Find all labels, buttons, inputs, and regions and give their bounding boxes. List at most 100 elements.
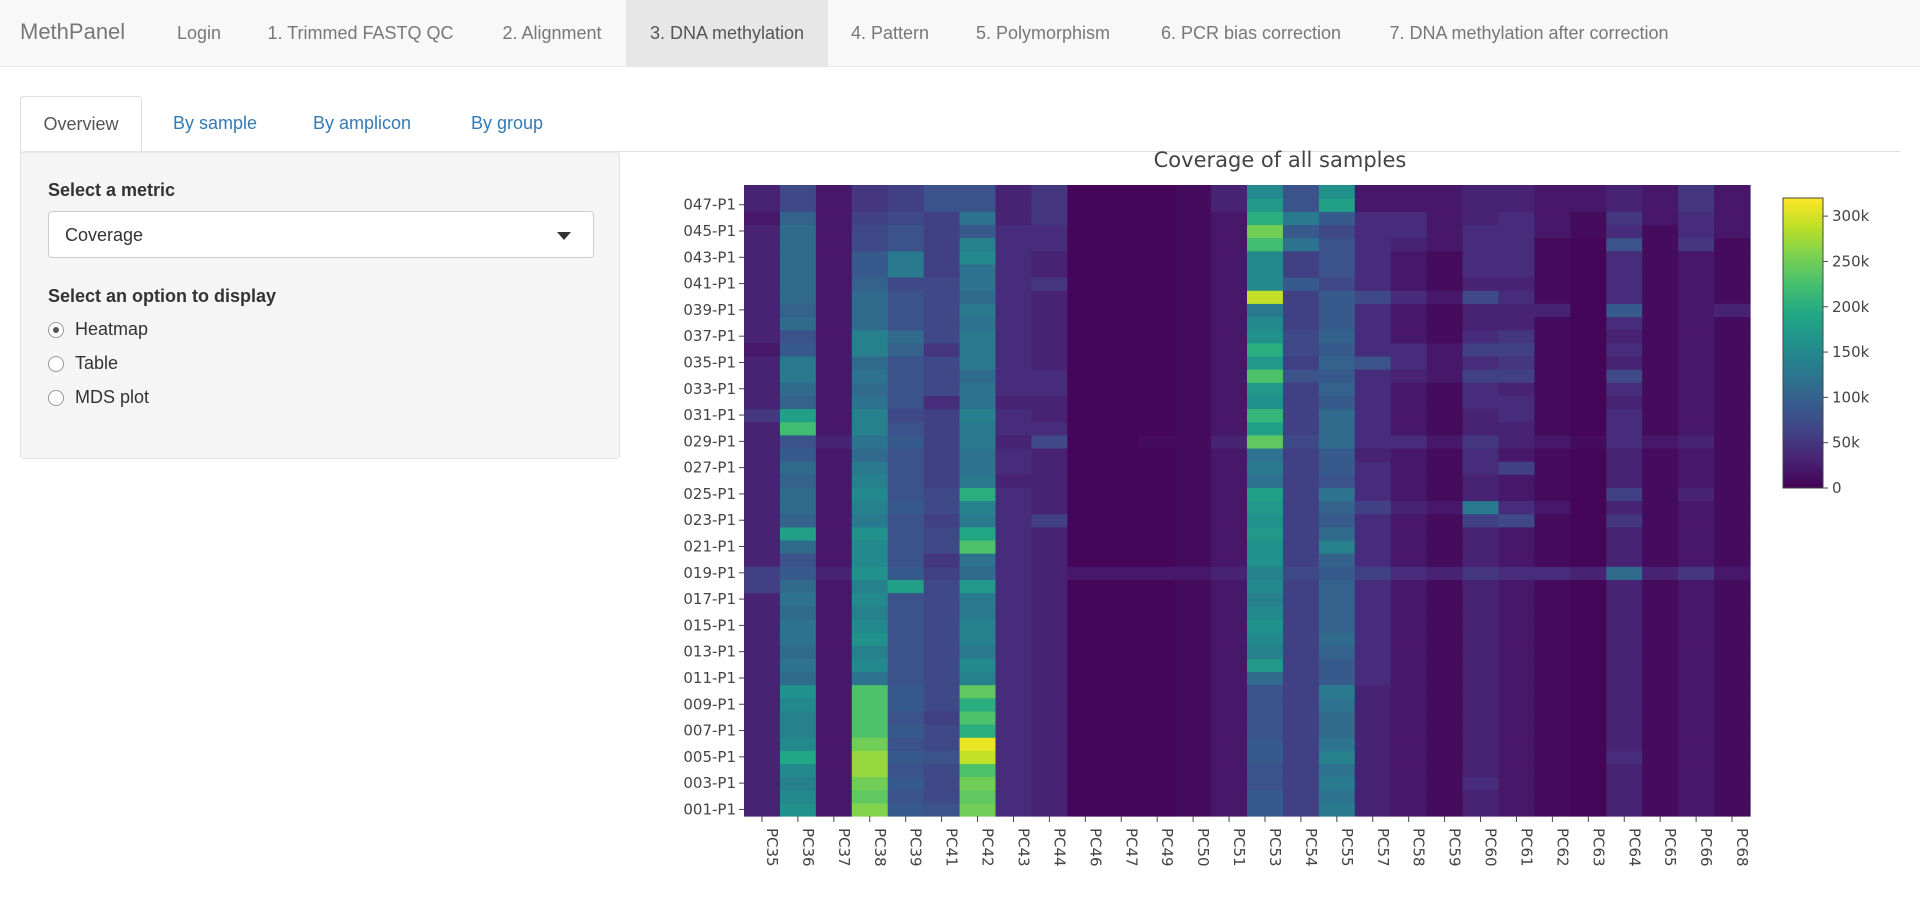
heatmap-cell <box>1606 553 1643 567</box>
heatmap-cell <box>851 605 889 620</box>
heatmap-cell <box>1031 277 1068 291</box>
tab-by-group[interactable]: By group <box>470 113 544 133</box>
heatmap-cell <box>1103 763 1140 778</box>
heatmap-cell <box>1139 408 1176 423</box>
heatmap-cell <box>1426 737 1464 751</box>
heatmap-cell <box>995 776 1033 791</box>
radio-heatmap[interactable] <box>48 322 64 338</box>
nav-pattern[interactable]: 4. Pattern <box>850 23 930 43</box>
metric-select[interactable]: Coverage <box>48 211 594 258</box>
coverage-heatmap[interactable]: Coverage of all samples 001-P1 003-P1 005-… <box>640 140 1910 885</box>
heatmap-cell <box>815 658 853 672</box>
heatmap-cell <box>1714 539 1751 554</box>
radio-table[interactable] <box>48 356 64 372</box>
heatmap-cell <box>923 723 961 738</box>
heatmap-cell <box>815 408 853 423</box>
metric-select-value: Coverage <box>65 225 144 245</box>
heatmap-cell <box>744 198 781 212</box>
heatmap-cell <box>1570 645 1607 659</box>
nav-trimmed-fastq-qc[interactable]: 1. Trimmed FASTQ QC <box>267 23 454 43</box>
heatmap-cell <box>1175 526 1212 541</box>
tab-by-amplicon[interactable]: By amplicon <box>312 113 412 133</box>
tab-by-sample[interactable]: By sample <box>172 113 258 133</box>
nav-login[interactable]: Login <box>176 23 222 43</box>
heatmap-cell <box>1318 579 1356 594</box>
heatmap-cell <box>887 185 925 199</box>
heatmap-cell <box>1534 513 1571 528</box>
heatmap-cell <box>1282 355 1320 370</box>
heatmap-cell <box>995 737 1033 751</box>
heatmap-cell <box>779 277 817 291</box>
heatmap-cell <box>1642 329 1679 344</box>
heatmap-cell <box>1534 250 1571 265</box>
heatmap-cell <box>1175 395 1212 410</box>
heatmap-cell <box>1031 369 1068 383</box>
heatmap-cell <box>959 408 997 423</box>
heatmap-cell <box>1498 316 1536 331</box>
nav-dna-methylation[interactable]: 3. DNA methylation <box>626 0 828 66</box>
heatmap-cell <box>1067 461 1104 475</box>
heatmap-cell <box>1462 671 1500 686</box>
heatmap-cell <box>1139 539 1176 554</box>
heatmap-cell <box>1031 684 1068 699</box>
heatmap-cell <box>1247 553 1284 567</box>
brand-logo[interactable]: MethPanel <box>20 19 126 44</box>
nav-polymorphism[interactable]: 5. Polymorphism <box>975 23 1111 43</box>
heatmap-cell <box>779 408 817 423</box>
heatmap-cell <box>1282 684 1320 699</box>
heatmap-cell <box>1139 290 1176 304</box>
nav-alignment[interactable]: 2. Alignment <box>502 23 602 43</box>
heatmap-cell <box>1211 237 1248 252</box>
heatmap-cell <box>1606 645 1643 659</box>
heatmap-cell <box>887 539 925 554</box>
heatmap-cell <box>851 474 889 488</box>
heatmap-cell <box>887 434 925 449</box>
tab-overview[interactable]: Overview <box>20 96 142 153</box>
heatmap-cell <box>1247 355 1284 370</box>
nav-pcr-bias-correction[interactable]: 6. PCR bias correction <box>1160 23 1342 43</box>
heatmap-cell <box>1678 474 1715 488</box>
heatmap-cell <box>1211 750 1248 765</box>
heatmap-cell <box>744 763 781 778</box>
heatmap-cell <box>1498 303 1536 318</box>
heatmap-cell <box>1354 342 1392 357</box>
heatmap-cell <box>1642 382 1679 396</box>
heatmap-cell <box>1714 395 1751 410</box>
heatmap-cell <box>1103 434 1140 449</box>
heatmap-cell <box>1462 408 1500 423</box>
heatmap-cell <box>744 250 781 265</box>
heatmap-cell <box>995 355 1033 370</box>
heatmap-cell <box>959 776 997 791</box>
heatmap-cell <box>1247 658 1284 672</box>
heatmap-cell <box>1282 605 1320 620</box>
heatmap-cell <box>1067 750 1104 765</box>
heatmap-cell <box>779 342 817 357</box>
heatmap-cell <box>1606 355 1643 370</box>
heatmap-cell <box>851 461 889 475</box>
heatmap-cell <box>1498 408 1536 423</box>
heatmap-cell <box>1031 526 1068 541</box>
heatmap-cell <box>779 237 817 252</box>
heatmap-cell <box>1390 645 1428 659</box>
heatmap-cell <box>887 474 925 488</box>
heatmap-cell <box>1067 671 1104 686</box>
heatmap-cell <box>959 263 997 278</box>
heatmap-cell <box>1642 750 1679 765</box>
heatmap-cell <box>1103 710 1140 725</box>
heatmap-cell <box>815 224 853 239</box>
x-tick-label: PC64 <box>1625 828 1643 867</box>
heatmap-cell <box>1570 697 1607 712</box>
radio-mds-plot[interactable] <box>48 390 64 406</box>
heatmap-cell <box>1498 277 1536 291</box>
heatmap-cell <box>1642 237 1679 252</box>
heatmap-cell <box>1282 408 1320 423</box>
heatmap-cell <box>1067 513 1104 528</box>
heatmap-cell <box>1606 408 1643 423</box>
radio-heatmap-label: Heatmap <box>75 319 149 339</box>
heatmap-cell <box>1462 211 1500 226</box>
nav-dna-methylation-after-correction[interactable]: 7. DNA methylation after correction <box>1389 23 1669 43</box>
heatmap-cell <box>1606 566 1643 580</box>
heatmap-cell <box>779 710 817 725</box>
x-tick-label: PC42 <box>979 828 997 867</box>
heatmap-cell <box>995 447 1033 462</box>
